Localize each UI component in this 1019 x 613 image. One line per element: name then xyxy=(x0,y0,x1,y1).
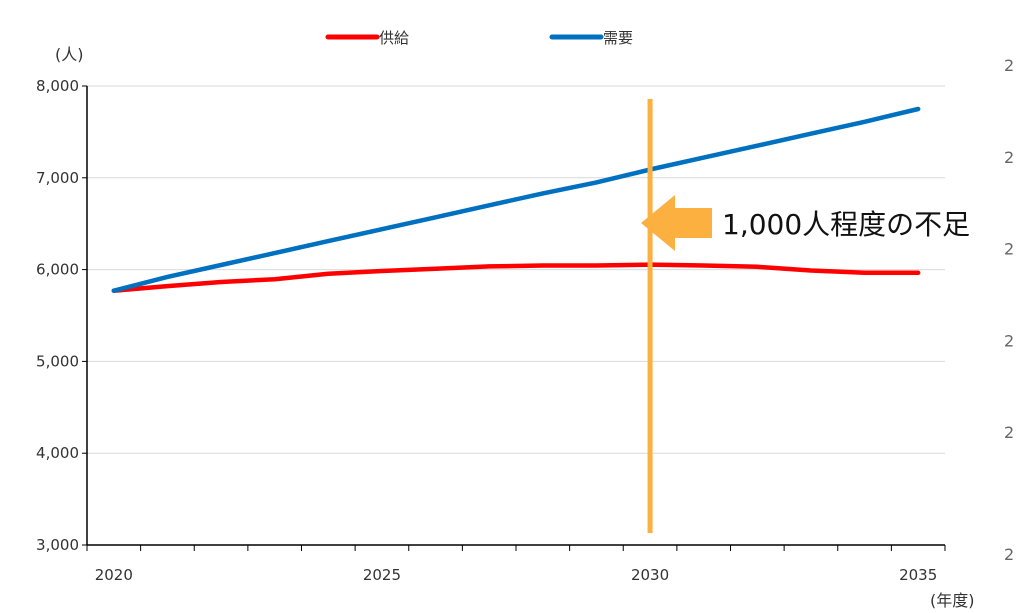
series-line-supply xyxy=(111,262,921,293)
x-tick-labels: 2020 2025 2030 2035 xyxy=(95,566,938,584)
legend: 供給 需要 xyxy=(325,29,633,47)
y-tick-label: 3,000 xyxy=(36,536,79,554)
annotation: 1,000人程度の不足 xyxy=(641,195,970,251)
y-tick-label: 4,000 xyxy=(36,444,79,462)
series-lines xyxy=(111,106,921,293)
legend-label-supply: 供給 xyxy=(379,29,409,47)
gridlines xyxy=(87,85,945,454)
annotation-text: 1,000人程度の不足 xyxy=(722,208,970,241)
secondary-axis-label: 2 xyxy=(1004,56,1014,75)
y-tick-label: 6,000 xyxy=(36,261,79,279)
x-tick-label: 2030 xyxy=(631,566,669,584)
axes xyxy=(82,85,946,551)
secondary-axis-label: 2 xyxy=(1004,148,1014,167)
x-tick-label: 2035 xyxy=(899,566,937,584)
y-tick-label: 5,000 xyxy=(36,352,79,370)
left-arrow-icon xyxy=(641,195,712,251)
y-unit-label: (人) xyxy=(55,45,84,64)
y-tick-labels: 3,000 4,000 5,000 6,000 7,000 8,000 xyxy=(36,77,79,554)
secondary-axis-label: 2 xyxy=(1004,545,1014,564)
secondary-axis-label: 2 xyxy=(1004,423,1014,442)
y-tick-label: 7,000 xyxy=(36,169,79,187)
legend-label-demand: 需要 xyxy=(603,29,633,47)
series-line-demand xyxy=(111,106,921,293)
secondary-axis-label: 2 xyxy=(1004,331,1014,350)
y-tick-label: 8,000 xyxy=(36,77,79,95)
secondary-axis-label: 2 xyxy=(1004,240,1014,259)
x-tick-label: 2025 xyxy=(363,566,401,584)
x-tick-label: 2020 xyxy=(95,566,133,584)
x-unit-label: (年度) xyxy=(930,591,975,610)
secondary-axis-labels: 2 2 2 2 2 2 xyxy=(1004,56,1014,564)
